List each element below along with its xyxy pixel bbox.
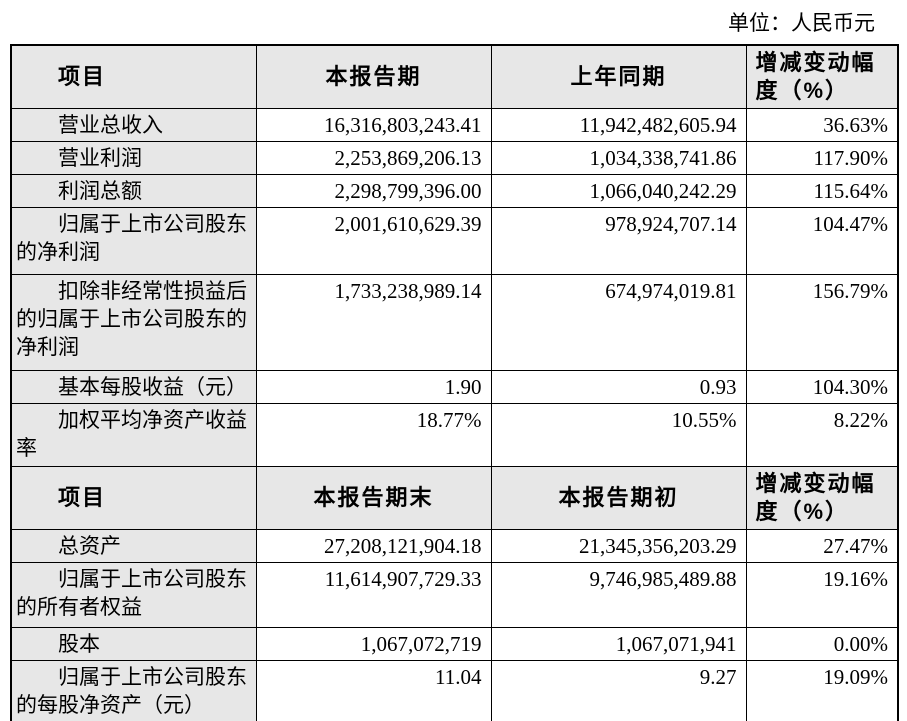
table-row: 股本 1,067,072,719 1,067,071,941 0.00% (10, 627, 899, 661)
change-value: 117.90% (745, 141, 899, 175)
prior-value: 10.55% (490, 403, 747, 467)
change-value: 19.16% (745, 562, 899, 628)
row-label: 利润总额 (10, 174, 257, 208)
table2-header-period-begin: 本报告期初 (490, 466, 747, 530)
prior-value: 1,066,040,242.29 (490, 174, 747, 208)
table-row: 利润总额 2,298,799,396.00 1,066,040,242.29 1… (10, 174, 899, 208)
row-label: 扣除非经常性损益后的归属于上市公司股东的净利润 (10, 274, 257, 371)
table-row: 营业利润 2,253,869,206.13 1,034,338,741.86 1… (10, 141, 899, 175)
table2-header-period-end: 本报告期末 (255, 466, 492, 530)
table1-header-prior: 上年同期 (490, 44, 747, 109)
table2-header-change: 增减变动幅度（%） (745, 466, 899, 530)
prior-value: 9,746,985,489.88 (490, 562, 747, 628)
prior-value: 0.93 (490, 370, 747, 404)
current-value: 1,067,072,719 (255, 627, 492, 661)
table1-header-current: 本报告期 (255, 44, 492, 109)
change-value: 0.00% (745, 627, 899, 661)
table-row: 扣除非经常性损益后的归属于上市公司股东的净利润 1,733,238,989.14… (10, 274, 899, 371)
prior-value: 21,345,356,203.29 (490, 529, 747, 563)
row-label: 归属于上市公司股东的每股净资产（元） (10, 660, 257, 721)
current-value: 1.90 (255, 370, 492, 404)
change-value: 27.47% (745, 529, 899, 563)
table-row: 归属于上市公司股东的每股净资产（元） 11.04 9.27 19.09% (10, 660, 899, 721)
table-row: 归属于上市公司股东的净利润 2,001,610,629.39 978,924,7… (10, 207, 899, 275)
prior-value: 9.27 (490, 660, 747, 721)
change-value: 104.30% (745, 370, 899, 404)
current-value: 1,733,238,989.14 (255, 274, 492, 371)
current-value: 18.77% (255, 403, 492, 467)
table-row: 归属于上市公司股东的所有者权益 11,614,907,729.33 9,746,… (10, 562, 899, 628)
current-value: 11,614,907,729.33 (255, 562, 492, 628)
current-value: 11.04 (255, 660, 492, 721)
change-value: 104.47% (745, 207, 899, 275)
change-value: 156.79% (745, 274, 899, 371)
current-value: 16,316,803,243.41 (255, 108, 492, 142)
current-value: 2,001,610,629.39 (255, 207, 492, 275)
table1-header-row: 项目 本报告期 上年同期 增减变动幅度（%） (10, 44, 899, 109)
table2-header-item: 项目 (10, 466, 257, 530)
prior-value: 11,942,482,605.94 (490, 108, 747, 142)
row-label: 基本每股收益（元） (10, 370, 257, 404)
table-row: 总资产 27,208,121,904.18 21,345,356,203.29 … (10, 529, 899, 563)
change-value: 36.63% (745, 108, 899, 142)
table-row: 基本每股收益（元） 1.90 0.93 104.30% (10, 370, 899, 404)
table-row: 加权平均净资产收益率 18.77% 10.55% 8.22% (10, 403, 899, 467)
row-label: 营业利润 (10, 141, 257, 175)
change-value: 19.09% (745, 660, 899, 721)
table1-header-item: 项目 (10, 44, 257, 109)
row-label: 归属于上市公司股东的净利润 (10, 207, 257, 275)
prior-value: 978,924,707.14 (490, 207, 747, 275)
change-value: 115.64% (745, 174, 899, 208)
row-label: 营业总收入 (10, 108, 257, 142)
prior-value: 1,067,071,941 (490, 627, 747, 661)
current-value: 27,208,121,904.18 (255, 529, 492, 563)
row-label: 归属于上市公司股东的所有者权益 (10, 562, 257, 628)
table2-header-row: 项目 本报告期末 本报告期初 增减变动幅度（%） (10, 466, 899, 530)
current-value: 2,298,799,396.00 (255, 174, 492, 208)
prior-value: 674,974,019.81 (490, 274, 747, 371)
unit-label: 单位：人民币元 (728, 11, 875, 35)
financial-summary-table: 项目 本报告期 上年同期 增减变动幅度（%） 营业总收入 16,316,803,… (10, 44, 899, 721)
row-label: 加权平均净资产收益率 (10, 403, 257, 467)
table1-header-change: 增减变动幅度（%） (745, 44, 899, 109)
row-label: 总资产 (10, 529, 257, 563)
row-label: 股本 (10, 627, 257, 661)
table-row: 营业总收入 16,316,803,243.41 11,942,482,605.9… (10, 108, 899, 142)
change-value: 8.22% (745, 403, 899, 467)
prior-value: 1,034,338,741.86 (490, 141, 747, 175)
current-value: 2,253,869,206.13 (255, 141, 492, 175)
